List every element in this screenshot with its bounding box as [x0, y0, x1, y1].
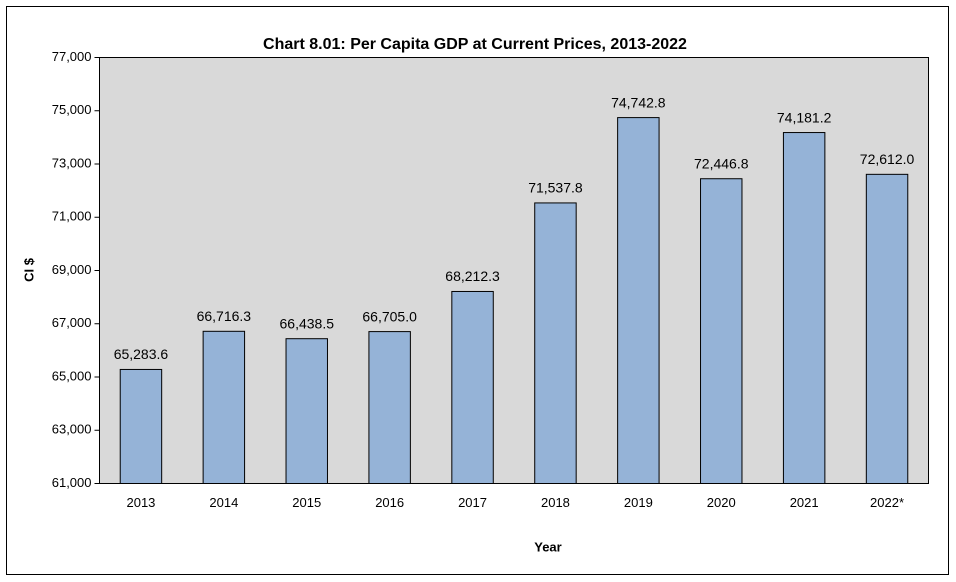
x-tick-label: 2021 — [790, 495, 819, 510]
value-label: 66,716.3 — [197, 308, 252, 324]
y-tick-label: 61,000 — [52, 475, 92, 490]
bar — [119, 368, 163, 485]
value-label: 66,705.0 — [362, 308, 417, 324]
bar — [368, 331, 411, 484]
x-tick-label: 2020 — [707, 495, 736, 510]
chart-title: Chart 8.01: Per Capita GDP at Current Pr… — [263, 36, 687, 53]
value-label: 65,283.6 — [114, 346, 169, 362]
bar — [782, 132, 826, 485]
y-tick-label: 75,000 — [52, 102, 92, 117]
y-tick-label: 71,000 — [52, 209, 92, 224]
y-tick-label: 73,000 — [52, 155, 92, 170]
x-tick-label: 2018 — [541, 495, 570, 510]
x-tick-label: 2019 — [624, 495, 653, 510]
bar — [451, 290, 494, 484]
value-label: 74,181.2 — [777, 109, 832, 125]
x-tick-label: 2015 — [292, 495, 321, 510]
bar — [617, 117, 660, 484]
value-label: 66,438.5 — [280, 315, 335, 331]
y-axis-label: CI $ — [21, 257, 36, 282]
x-tick-label: 2014 — [209, 495, 238, 510]
value-label: 68,212.3 — [445, 268, 500, 284]
x-tick-label: 2013 — [126, 495, 155, 510]
bar — [700, 178, 743, 484]
x-tick-label: 2016 — [375, 495, 404, 510]
y-tick-label: 65,000 — [52, 368, 92, 383]
bar — [202, 330, 246, 484]
value-label: 72,612.0 — [860, 151, 915, 167]
value-label: 72,446.8 — [694, 155, 749, 171]
bar — [285, 338, 328, 485]
y-tick-label: 63,000 — [52, 422, 92, 437]
bar — [865, 173, 909, 484]
y-tick-label: 67,000 — [52, 315, 92, 330]
value-label: 74,742.8 — [611, 94, 666, 110]
y-tick-label: 77,000 — [52, 49, 92, 64]
x-tick-label: 2022* — [870, 495, 904, 510]
x-tick-label: 2017 — [458, 495, 487, 510]
x-axis-label: Year — [534, 539, 561, 554]
value-label: 71,537.8 — [528, 180, 583, 196]
bar — [534, 202, 577, 485]
y-tick-label: 69,000 — [52, 262, 92, 277]
